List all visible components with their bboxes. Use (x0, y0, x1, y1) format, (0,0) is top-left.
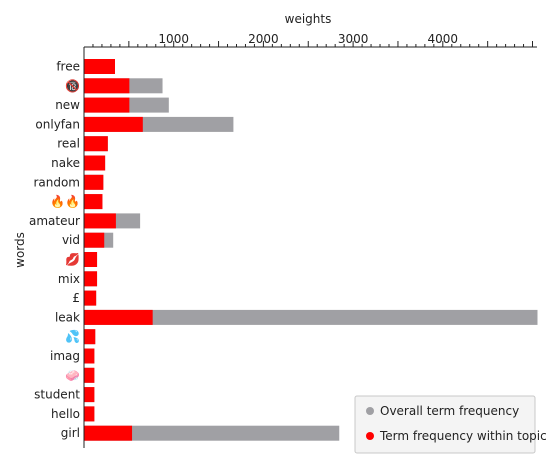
word-label: onlyfan (35, 117, 80, 131)
word-label: free (56, 60, 80, 74)
bar-topic-15 (84, 348, 95, 364)
bar-topic-14 (84, 329, 96, 345)
bar-topic-12 (84, 290, 97, 306)
word-label: 🧼 (65, 368, 80, 382)
bar-topic-4 (84, 136, 108, 152)
legend: Overall term frequency Term frequency wi… (354, 395, 546, 454)
word-label: 🔥🔥 (50, 195, 80, 209)
bar-topic-8 (84, 213, 116, 229)
word-label: 💋 (65, 253, 80, 267)
bar-topic-16 (84, 367, 95, 383)
word-label: leak (55, 310, 80, 324)
word-label: mix (58, 272, 80, 286)
x-axis-ticks: 1000 2000 3000 4000 (92, 32, 534, 47)
word-label: hello (51, 407, 80, 421)
bar-topic-2 (84, 97, 130, 113)
bar-topic-3 (84, 116, 143, 132)
bar-topic-18 (84, 406, 95, 422)
bar-topic-6 (84, 174, 104, 190)
legend-box (354, 395, 536, 454)
bar-area (84, 59, 538, 441)
x-tick-label: 4000 (428, 32, 459, 46)
word-label: imag (50, 349, 80, 363)
bar-topic-17 (84, 387, 95, 403)
bar-topic-9 (84, 232, 105, 248)
bar-topic-0 (84, 59, 115, 74)
bar-topic-13 (84, 309, 153, 325)
word-label: £ (72, 291, 80, 305)
y-axis-title: words (13, 232, 27, 268)
bar-topic-5 (84, 155, 106, 171)
legend-swatch-topic (366, 432, 374, 440)
x-tick-label: 2000 (248, 32, 279, 46)
bar-topic-10 (84, 252, 98, 267)
bar-overall-19 (84, 425, 340, 441)
word-label: vid (62, 233, 80, 247)
word-label: girl (61, 426, 80, 440)
bar-topic-7 (84, 194, 103, 210)
word-label: nake (51, 156, 80, 170)
word-label: real (57, 137, 80, 151)
legend-swatch-overall (366, 407, 374, 415)
x-axis-title: weights (285, 12, 332, 26)
x-tick-label: 1000 (158, 32, 189, 46)
bar-topic-1 (84, 78, 130, 94)
word-labels: free 🔞 new onlyfan real nake random 🔥🔥 amateur vi… (29, 60, 80, 441)
x-tick-label: 3000 (338, 32, 369, 46)
word-label: amateur (29, 214, 80, 228)
word-label: 🔞 (65, 79, 80, 93)
word-label: student (34, 388, 80, 402)
bar-topic-19 (84, 425, 133, 441)
legend-label-overall: Overall term frequency (380, 404, 519, 418)
word-label: 💦 (65, 329, 80, 344)
legend-label-topic: Term frequency within topic (379, 429, 546, 443)
word-label: random (33, 175, 80, 189)
bar-topic-11 (84, 271, 98, 287)
word-label: new (55, 98, 80, 112)
bar-overall-13 (84, 309, 538, 325)
